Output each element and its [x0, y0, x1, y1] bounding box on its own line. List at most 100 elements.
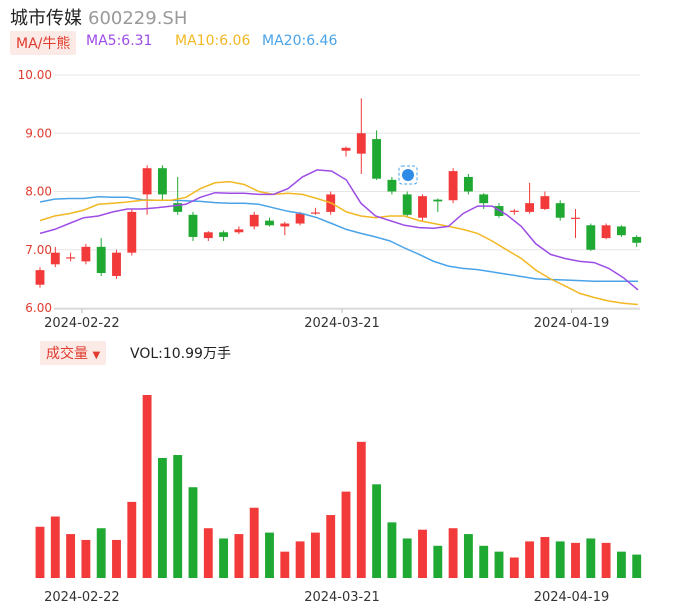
candle-body: [81, 246, 91, 262]
volume-bar: [142, 395, 152, 578]
candle-body: [66, 257, 76, 259]
candle-body: [448, 171, 458, 201]
volume-bar: [387, 522, 397, 578]
candle-body: [249, 214, 259, 227]
volume-bar: [326, 515, 336, 578]
stock-title: 城市传媒 600229.SH: [10, 4, 187, 30]
candle-body: [173, 203, 183, 212]
volume-bar: [540, 537, 550, 578]
price-date-label: 2024-04-19: [534, 316, 610, 331]
volume-bar: [219, 538, 229, 578]
candle-body: [463, 176, 473, 192]
volume-bar: [555, 541, 565, 578]
volume-bar: [280, 551, 290, 578]
volume-bar: [249, 507, 259, 578]
dropdown-arrow-icon: ▼: [92, 350, 101, 361]
candle-body: [157, 168, 167, 195]
volume-bar: [571, 542, 580, 578]
volume-bar: [372, 484, 382, 578]
volume-date-label: 2024-04-19: [534, 590, 610, 605]
volume-bar: [433, 545, 443, 578]
candle-body: [35, 270, 45, 285]
volume-indicator-tag[interactable]: 成交量 ▼: [40, 341, 107, 365]
candle-body: [265, 220, 274, 226]
candle-body: [402, 194, 412, 215]
candle-body: [188, 214, 198, 237]
candle-body: [387, 179, 397, 192]
volume-bar: [203, 528, 213, 578]
candle-body: [112, 252, 121, 276]
candle-body: [601, 225, 611, 239]
volume-bar: [341, 491, 351, 578]
candle-body: [219, 232, 229, 237]
volume-bar: [295, 541, 305, 578]
volume-bar: [418, 529, 427, 578]
candle-body: [372, 139, 382, 179]
candle-body: [571, 217, 580, 219]
volume-bar: [586, 538, 596, 578]
volume-bar: [448, 528, 458, 578]
volume-bar: [463, 534, 473, 578]
candle-body: [341, 147, 351, 151]
candle-body: [203, 232, 213, 239]
volume-bar: [81, 539, 91, 578]
candle-body: [280, 223, 290, 227]
ma5-line: [39, 169, 639, 291]
candle-body: [540, 196, 550, 209]
candle-body: [50, 252, 60, 265]
candle-body: [525, 203, 535, 212]
candle-body: [586, 225, 596, 250]
volume-bar: [127, 501, 137, 578]
annotation-marker-icon: [398, 165, 418, 185]
candle-body: [555, 203, 565, 218]
ma10-label: MA10:6.06: [175, 33, 251, 49]
price-axis-ticks: 10.00 9.00 8.00 7.00 6.00: [18, 68, 52, 315]
volume-bar: [96, 528, 106, 578]
candle-body: [418, 196, 427, 218]
price-date-label: 2024-03-21: [304, 316, 380, 331]
candle-body: [127, 211, 137, 253]
volume-bar: [157, 457, 167, 578]
volume-date-label: 2024-02-22: [44, 590, 120, 605]
ma20-label: MA20:6.46: [262, 33, 338, 49]
candle-series: [35, 98, 642, 288]
candle-body: [632, 236, 642, 243]
volume-bar: [494, 551, 504, 578]
volume-bar: [234, 534, 244, 578]
volume-bar: [35, 526, 45, 578]
volume-bar: [402, 538, 412, 578]
y-tick-label: 7.00: [25, 243, 52, 257]
candle-body: [310, 212, 320, 214]
candle-body: [96, 246, 106, 274]
candle-body: [616, 226, 626, 236]
ma10-line: [39, 180, 639, 306]
volume-tag-label: 成交量: [46, 346, 88, 362]
volume-bar: [616, 551, 626, 578]
candle-body: [356, 133, 366, 154]
stock-code: 600229.SH: [88, 8, 188, 29]
date-axis-ticks: 2024-02-22 2024-02-22 2024-03-21 2024-03-21…: [44, 308, 640, 605]
volume-bar: [265, 532, 274, 578]
candle-body: [509, 210, 519, 212]
volume-bar: [112, 539, 121, 578]
y-tick-label: 6.00: [25, 301, 52, 315]
volume-bar: [173, 455, 183, 578]
price-date-label: 2024-02-22: [44, 316, 120, 331]
volume-bar: [479, 545, 489, 578]
candle-body: [479, 194, 489, 204]
ma-lines: [39, 169, 639, 306]
volume-bar: [525, 541, 535, 578]
volume-bar: [601, 542, 611, 578]
candle-body: [295, 213, 305, 224]
ma5-label: MA5:6.31: [86, 33, 153, 49]
candle-body: [433, 199, 443, 202]
volume-bar: [66, 534, 76, 578]
y-tick-label: 10.00: [18, 68, 52, 82]
y-tick-label: 9.00: [25, 126, 52, 140]
volume-bar: [310, 532, 320, 578]
volume-date-label: 2024-03-21: [304, 590, 380, 605]
ma-indicator-tag[interactable]: MA/牛熊: [10, 31, 77, 55]
volume-bar: [188, 487, 198, 578]
volume-bar: [509, 557, 519, 578]
